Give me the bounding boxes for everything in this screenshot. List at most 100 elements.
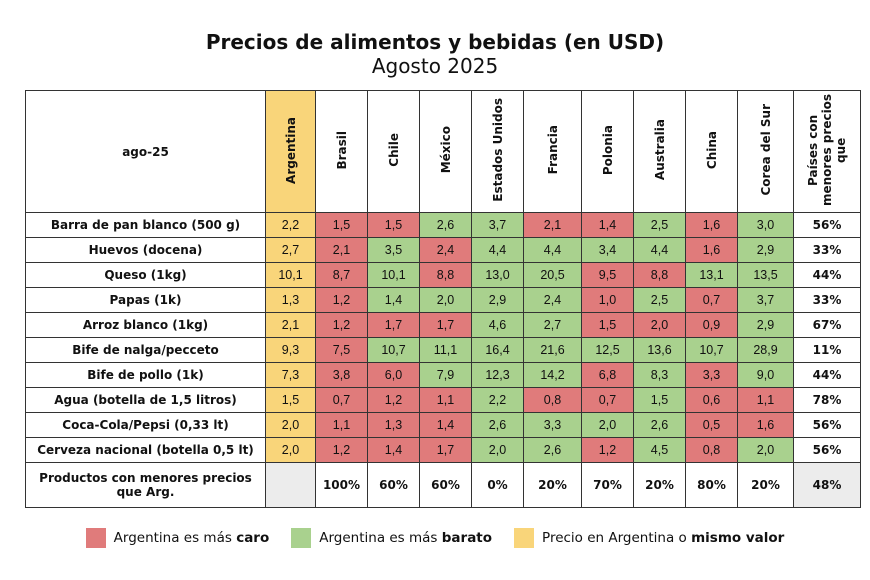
price-cell: 1,3 — [265, 287, 316, 313]
table-row: Agua (botella de 1,5 litros) 1,5 0,7 1,2 1,1… — [25, 387, 861, 413]
footer-cell: 48% — [793, 462, 861, 508]
price-cell: 7,3 — [265, 362, 316, 388]
price-cell: 2,4 — [419, 237, 472, 263]
legend-label: Argentina es más caro — [113, 530, 270, 546]
price-cell: 14,2 — [523, 362, 582, 388]
legend-label: Precio en Argentina o mismo valor — [542, 530, 785, 546]
column-header-label: Polonia — [600, 124, 615, 176]
price-cell: 3,8 — [315, 362, 368, 388]
price-cell: 0,9 — [685, 312, 738, 338]
column-header-label: Francia — [545, 125, 560, 175]
price-cell: 10,1 — [265, 262, 316, 288]
price-cell: 2,6 — [633, 412, 686, 438]
price-cell: 8,3 — [633, 362, 686, 388]
column-header-label: Brasil — [334, 130, 349, 170]
price-cell: 4,4 — [523, 237, 582, 263]
price-cell: 12,3 — [471, 362, 524, 388]
price-cell: 2,9 — [737, 237, 794, 263]
price-cell: 2,6 — [471, 412, 524, 438]
footer-cell: 60% — [419, 462, 472, 508]
footer-cell: 70% — [581, 462, 634, 508]
price-cell: 1,2 — [315, 312, 368, 338]
price-cell: 3,3 — [685, 362, 738, 388]
price-cell: 1,6 — [737, 412, 794, 438]
price-cell: 10,7 — [367, 337, 420, 363]
price-cell: 3,3 — [523, 412, 582, 438]
price-cell: 4,6 — [471, 312, 524, 338]
price-cell: 2,0 — [737, 437, 794, 463]
row-label: Cerveza nacional (botella 0,5 lt) — [25, 437, 266, 463]
price-cell: 16,4 — [471, 337, 524, 363]
table-row: Coca-Cola/Pepsi (0,33 lt) 2,0 1,1 1,3 1,4 2,6… — [25, 412, 861, 438]
legend-item: Argentina es más caro — [85, 528, 270, 548]
price-cell: 1,4 — [581, 212, 634, 238]
column-header-4: Estados Unidos — [471, 90, 524, 213]
row-label: Bife de nalga/pecceto — [25, 337, 266, 363]
price-cell: 9,3 — [265, 337, 316, 363]
price-cell: 2,0 — [265, 437, 316, 463]
chart-title: Precios de alimentos y bebidas (en USD) — [205, 30, 665, 54]
legend-swatch — [85, 528, 106, 548]
percent-cell: 67% — [793, 312, 861, 338]
price-cell: 2,0 — [633, 312, 686, 338]
price-cell: 10,7 — [685, 337, 738, 363]
price-cell: 1,7 — [419, 312, 472, 338]
column-header-9: Corea del Sur — [737, 90, 794, 213]
price-cell: 0,7 — [685, 287, 738, 313]
price-cell: 1,6 — [685, 212, 738, 238]
price-cell: 1,5 — [265, 387, 316, 413]
price-cell: 1,2 — [315, 437, 368, 463]
price-cell: 2,9 — [737, 312, 794, 338]
table-row: Huevos (docena) 2,7 2,1 3,5 2,4 4,4 4,4 3,4 4,4 1… — [25, 237, 861, 263]
price-cell: 2,9 — [471, 287, 524, 313]
price-cell: 2,0 — [581, 412, 634, 438]
price-cell: 8,8 — [633, 262, 686, 288]
price-cell: 8,7 — [315, 262, 368, 288]
legend-label: Argentina es más barato — [319, 530, 493, 546]
price-cell: 2,0 — [265, 412, 316, 438]
column-header-label: Estados Unidos — [490, 98, 505, 202]
price-cell: 1,5 — [367, 212, 420, 238]
table-row: Barra de pan blanco (500 g) 2,2 1,5 1,5 2,6 3… — [25, 212, 861, 238]
price-cell: 3,0 — [737, 212, 794, 238]
row-label: Agua (botella de 1,5 litros) — [25, 387, 266, 413]
percent-cell: 78% — [793, 387, 861, 413]
footer-cell — [265, 462, 316, 508]
price-cell: 4,4 — [633, 237, 686, 263]
price-cell: 2,2 — [471, 387, 524, 413]
price-cell: 1,4 — [419, 412, 472, 438]
price-cell: 4,4 — [471, 237, 524, 263]
percent-cell: 11% — [793, 337, 861, 363]
column-header-label: China — [704, 130, 719, 170]
percent-cell: 33% — [793, 287, 861, 313]
price-cell: 3,7 — [737, 287, 794, 313]
footer-cell: 20% — [737, 462, 794, 508]
column-header-label: Argentina — [283, 116, 298, 184]
price-cell: 7,9 — [419, 362, 472, 388]
price-cell: 1,0 — [581, 287, 634, 313]
column-header-6: Polonia — [581, 90, 634, 213]
column-header-10: Países con menores precios que — [793, 90, 861, 213]
legend: Argentina es más caro Argentina es más ba… — [0, 528, 870, 548]
row-label: Arroz blanco (1kg) — [25, 312, 266, 338]
price-cell: 28,9 — [737, 337, 794, 363]
price-cell: 1,2 — [367, 387, 420, 413]
price-cell: 1,1 — [419, 387, 472, 413]
price-cell: 2,1 — [315, 237, 368, 263]
row-label: Papas (1k) — [25, 287, 266, 313]
price-cell: 13,6 — [633, 337, 686, 363]
table-row: Queso (1kg) 10,1 8,7 10,1 8,8 13,0 20,5 9,5 8,8 1… — [25, 262, 861, 288]
percent-cell: 44% — [793, 262, 861, 288]
legend-swatch — [514, 528, 535, 548]
price-cell: 2,6 — [419, 212, 472, 238]
price-cell: 1,2 — [581, 437, 634, 463]
price-cell: 13,5 — [737, 262, 794, 288]
column-header-label: Países con menores precios que — [806, 93, 848, 207]
price-cell: 0,7 — [315, 387, 368, 413]
percent-cell: 56% — [793, 212, 861, 238]
price-cell: 1,3 — [367, 412, 420, 438]
price-cell: 3,4 — [581, 237, 634, 263]
price-cell: 1,7 — [419, 437, 472, 463]
chart-subtitle: Agosto 2025 — [371, 54, 499, 78]
column-header-2: Chile — [367, 90, 420, 213]
